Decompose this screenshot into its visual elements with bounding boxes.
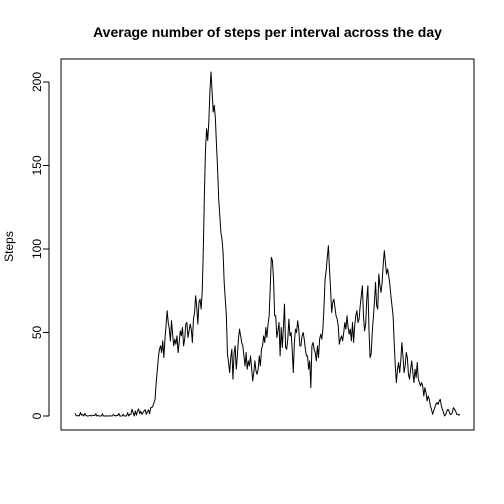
y-axis-label: Steps xyxy=(2,231,16,262)
y-tick-label: 200 xyxy=(30,72,44,92)
y-tick-label: 0 xyxy=(30,412,44,419)
y-axis-ticks: 0 50 100 150 200 xyxy=(30,72,49,419)
plot-frame xyxy=(60,58,475,431)
y-tick-label: 50 xyxy=(30,326,44,340)
chart-title: Average number of steps per interval acr… xyxy=(93,24,442,40)
y-tick-label: 100 xyxy=(30,239,44,259)
y-tick-label: 150 xyxy=(30,155,44,175)
series-line xyxy=(74,71,461,417)
